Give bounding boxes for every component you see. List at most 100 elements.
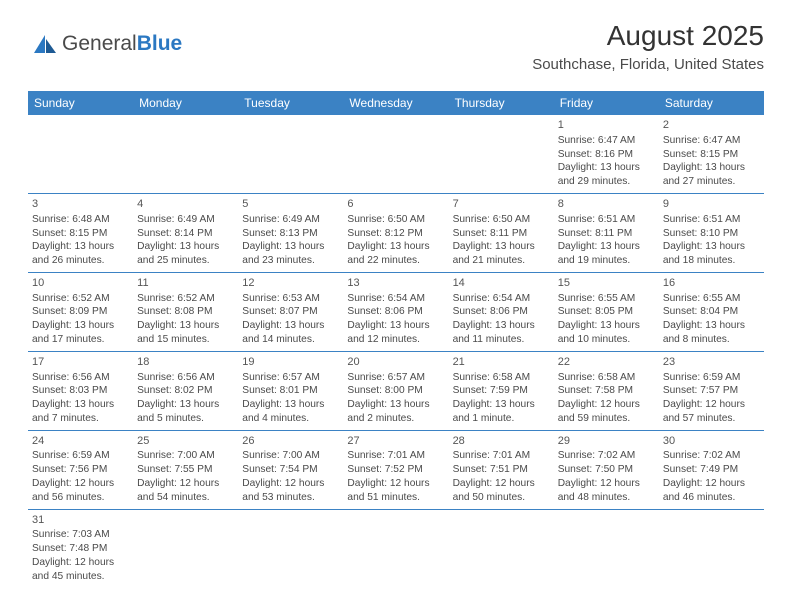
day-number: 14 (453, 276, 550, 291)
day-number: 16 (663, 276, 760, 291)
empty-cell (449, 115, 554, 193)
day-info-line: Sunset: 7:48 PM (32, 542, 129, 556)
week-row: 17Sunrise: 6:56 AMSunset: 8:03 PMDayligh… (28, 352, 764, 431)
day-info-line: Sunrise: 6:54 AM (347, 292, 444, 306)
day-cell: 17Sunrise: 6:56 AMSunset: 8:03 PMDayligh… (28, 352, 133, 430)
day-header-cell: Monday (133, 91, 238, 115)
empty-cell (343, 510, 448, 588)
day-number: 21 (453, 355, 550, 370)
day-cell: 14Sunrise: 6:54 AMSunset: 8:06 PMDayligh… (449, 273, 554, 351)
day-info-line: and 29 minutes. (558, 175, 655, 189)
day-info-line: Sunrise: 7:01 AM (347, 449, 444, 463)
day-number: 8 (558, 197, 655, 212)
day-info-line: Sunrise: 6:59 AM (663, 371, 760, 385)
day-cell: 24Sunrise: 6:59 AMSunset: 7:56 PMDayligh… (28, 431, 133, 509)
day-info-line: Sunset: 8:11 PM (453, 227, 550, 241)
day-info-line: Sunset: 8:06 PM (347, 305, 444, 319)
day-info-line: Daylight: 12 hours (347, 477, 444, 491)
day-info-line: and 22 minutes. (347, 254, 444, 268)
day-info-line: Sunset: 7:51 PM (453, 463, 550, 477)
day-number: 15 (558, 276, 655, 291)
day-info-line: Sunset: 8:16 PM (558, 148, 655, 162)
week-row: 10Sunrise: 6:52 AMSunset: 8:09 PMDayligh… (28, 273, 764, 352)
empty-cell (133, 115, 238, 193)
day-cell: 22Sunrise: 6:58 AMSunset: 7:58 PMDayligh… (554, 352, 659, 430)
day-number: 4 (137, 197, 234, 212)
day-info-line: Sunrise: 6:51 AM (663, 213, 760, 227)
day-info-line: and 11 minutes. (453, 333, 550, 347)
day-info-line: Daylight: 13 hours (347, 398, 444, 412)
day-info-line: Sunset: 7:52 PM (347, 463, 444, 477)
logo-text-2: Blue (137, 32, 183, 56)
day-info-line: Sunrise: 6:55 AM (558, 292, 655, 306)
week-row: 1Sunrise: 6:47 AMSunset: 8:16 PMDaylight… (28, 115, 764, 194)
day-number: 13 (347, 276, 444, 291)
day-info-line: Sunrise: 6:50 AM (453, 213, 550, 227)
day-info-line: Daylight: 13 hours (242, 398, 339, 412)
day-info-line: Sunrise: 7:02 AM (663, 449, 760, 463)
day-cell: 25Sunrise: 7:00 AMSunset: 7:55 PMDayligh… (133, 431, 238, 509)
empty-cell (554, 510, 659, 588)
day-cell: 21Sunrise: 6:58 AMSunset: 7:59 PMDayligh… (449, 352, 554, 430)
day-cell: 1Sunrise: 6:47 AMSunset: 8:16 PMDaylight… (554, 115, 659, 193)
day-info-line: Daylight: 13 hours (242, 319, 339, 333)
day-info-line: Daylight: 12 hours (663, 477, 760, 491)
day-info-line: and 54 minutes. (137, 491, 234, 505)
day-info-line: and 50 minutes. (453, 491, 550, 505)
day-number: 19 (242, 355, 339, 370)
day-info-line: Sunset: 7:55 PM (137, 463, 234, 477)
day-info-line: and 4 minutes. (242, 412, 339, 426)
day-info-line: Daylight: 12 hours (32, 556, 129, 570)
empty-cell (28, 115, 133, 193)
day-info-line: Daylight: 13 hours (32, 240, 129, 254)
day-info-line: Daylight: 13 hours (558, 319, 655, 333)
day-cell: 13Sunrise: 6:54 AMSunset: 8:06 PMDayligh… (343, 273, 448, 351)
day-info-line: and 59 minutes. (558, 412, 655, 426)
day-number: 29 (558, 434, 655, 449)
day-info-line: Daylight: 13 hours (558, 240, 655, 254)
day-info-line: Sunset: 8:10 PM (663, 227, 760, 241)
day-info-line: and 48 minutes. (558, 491, 655, 505)
day-number: 30 (663, 434, 760, 449)
day-cell: 2Sunrise: 6:47 AMSunset: 8:15 PMDaylight… (659, 115, 764, 193)
day-info-line: Sunset: 7:59 PM (453, 384, 550, 398)
day-info-line: and 1 minute. (453, 412, 550, 426)
day-number: 25 (137, 434, 234, 449)
day-cell: 4Sunrise: 6:49 AMSunset: 8:14 PMDaylight… (133, 194, 238, 272)
day-cell: 20Sunrise: 6:57 AMSunset: 8:00 PMDayligh… (343, 352, 448, 430)
day-cell: 7Sunrise: 6:50 AMSunset: 8:11 PMDaylight… (449, 194, 554, 272)
day-info-line: and 26 minutes. (32, 254, 129, 268)
day-info-line: Sunset: 8:02 PM (137, 384, 234, 398)
day-info-line: Sunrise: 7:00 AM (137, 449, 234, 463)
day-info-line: Sunrise: 6:50 AM (347, 213, 444, 227)
day-info-line: Sunrise: 6:57 AM (347, 371, 444, 385)
day-info-line: Sunrise: 7:01 AM (453, 449, 550, 463)
day-info-line: Sunrise: 7:03 AM (32, 528, 129, 542)
day-number: 28 (453, 434, 550, 449)
day-info-line: and 10 minutes. (558, 333, 655, 347)
day-info-line: Sunrise: 6:53 AM (242, 292, 339, 306)
day-number: 22 (558, 355, 655, 370)
day-info-line: Sunset: 7:57 PM (663, 384, 760, 398)
day-info-line: Daylight: 12 hours (663, 398, 760, 412)
day-number: 31 (32, 513, 129, 528)
day-info-line: Sunset: 8:12 PM (347, 227, 444, 241)
day-info-line: Sunset: 8:04 PM (663, 305, 760, 319)
day-cell: 29Sunrise: 7:02 AMSunset: 7:50 PMDayligh… (554, 431, 659, 509)
day-info-line: and 21 minutes. (453, 254, 550, 268)
day-info-line: Daylight: 12 hours (558, 398, 655, 412)
day-info-line: Sunrise: 6:49 AM (137, 213, 234, 227)
day-info-line: and 8 minutes. (663, 333, 760, 347)
day-info-line: Daylight: 13 hours (32, 319, 129, 333)
logo-sail-icon (32, 33, 58, 55)
calendar: SundayMondayTuesdayWednesdayThursdayFrid… (28, 91, 764, 587)
day-info-line: Daylight: 12 hours (137, 477, 234, 491)
day-number: 11 (137, 276, 234, 291)
day-info-line: and 2 minutes. (347, 412, 444, 426)
day-cell: 12Sunrise: 6:53 AMSunset: 8:07 PMDayligh… (238, 273, 343, 351)
day-info-line: and 5 minutes. (137, 412, 234, 426)
day-number: 7 (453, 197, 550, 212)
empty-cell (449, 510, 554, 588)
day-number: 1 (558, 118, 655, 133)
day-info-line: Sunset: 7:58 PM (558, 384, 655, 398)
